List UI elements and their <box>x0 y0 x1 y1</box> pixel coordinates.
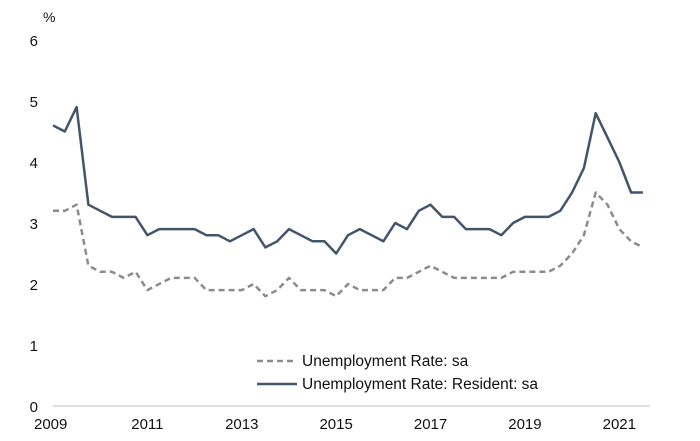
y-tick-label: 4 <box>30 155 38 172</box>
x-axis-ticks: 2009 2011 2013 2015 2017 2019 2021 <box>34 416 636 433</box>
y-tick-label: 0 <box>30 399 38 416</box>
legend: Unemployment Rate: sa Unemployment Rate:… <box>257 353 538 393</box>
y-axis-ticks: 0 1 2 3 4 5 6 <box>30 33 38 416</box>
y-axis-unit-label: % <box>43 9 55 25</box>
series-group <box>52 105 644 298</box>
x-tick-label: 2017 <box>414 416 447 433</box>
x-tick-label: 2011 <box>131 416 163 433</box>
y-tick-label: 3 <box>30 216 38 233</box>
x-tick-label: 2009 <box>34 416 67 433</box>
x-tick-label: 2015 <box>319 416 352 433</box>
series-line-unemployment-rate-resident <box>52 105 643 255</box>
y-tick-label: 2 <box>30 277 38 294</box>
legend-label-unemployment-rate: Unemployment Rate: sa <box>302 353 469 370</box>
x-tick-label: 2019 <box>508 416 541 433</box>
y-tick-label: 1 <box>30 338 38 355</box>
x-tick-label: 2021 <box>603 416 636 433</box>
y-tick-label: 6 <box>30 33 38 50</box>
series-line-unemployment-rate <box>53 191 644 298</box>
x-tick-label: 2013 <box>225 416 258 433</box>
y-tick-label: 5 <box>30 94 38 111</box>
legend-label-unemployment-rate-resident: Unemployment Rate: Resident: sa <box>302 376 538 393</box>
